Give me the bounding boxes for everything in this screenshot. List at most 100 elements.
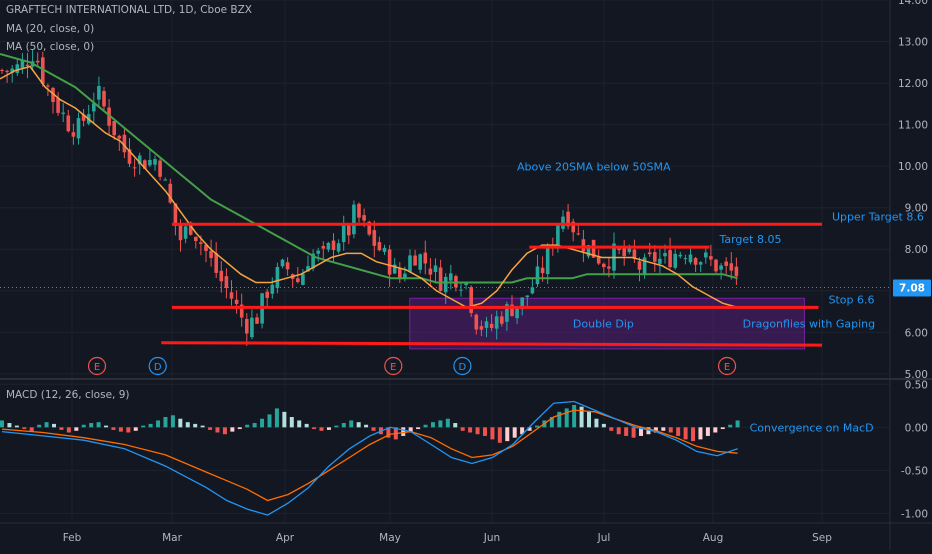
candle-body (265, 291, 269, 298)
candle-body (637, 261, 642, 270)
candle-body (229, 292, 234, 299)
macd-histogram-bar (297, 420, 302, 428)
macd-histogram-bar (505, 427, 510, 442)
candle-body (168, 183, 173, 203)
candle-body (591, 239, 596, 258)
chart-annotation: Dragonflies with Gaping (743, 317, 876, 330)
macd-histogram-bar (0, 420, 4, 428)
macd-histogram-bar (59, 427, 64, 430)
candle-body (92, 103, 96, 112)
candle-body (15, 64, 20, 73)
candle-body (56, 98, 60, 113)
candle-body (678, 254, 683, 257)
candle-body (438, 267, 443, 291)
price-level-label: Target 8.05 (718, 233, 781, 246)
candle-body (188, 222, 193, 235)
event-marker-circle (453, 356, 472, 376)
candle-body (46, 85, 50, 87)
candle-body (683, 258, 688, 260)
candle-body (362, 215, 366, 221)
candle-body (586, 245, 591, 257)
candle-body (296, 278, 300, 283)
candle-body (607, 266, 611, 269)
ma20-legend[interactable]: MA (20, close, 0) (6, 23, 95, 35)
candle-body (280, 259, 285, 267)
macd-histogram-bar (208, 427, 213, 430)
last-price-text: 7.08 (899, 282, 925, 294)
candle-body (66, 115, 71, 132)
time-axis-tick: Aug (703, 532, 724, 544)
macd-histogram-bar (713, 427, 718, 433)
macd-histogram-bar (661, 427, 666, 431)
candle-body (494, 316, 499, 329)
candle-body (372, 230, 377, 246)
candle-body (520, 297, 524, 310)
event-marker-label: D (154, 362, 162, 373)
macd-histogram-bar (631, 427, 636, 438)
event-marker-label: E (724, 362, 730, 373)
candle-body (25, 64, 30, 67)
candle-body (556, 224, 560, 248)
candle-body (535, 266, 540, 285)
ma20-line (0, 65, 738, 309)
candle-body (530, 287, 535, 294)
macd-histogram-bar (564, 408, 569, 428)
event-marker-label: E (94, 362, 100, 373)
candle-body (321, 246, 326, 249)
candle-body (464, 283, 468, 286)
candle-body (199, 242, 203, 244)
macd-histogram-bar (156, 420, 161, 428)
macd-histogram-bar (579, 406, 584, 428)
candle-body (51, 87, 55, 103)
candle-body (449, 273, 453, 281)
time-axis-tick: May (379, 532, 401, 544)
event-marker-circle (148, 356, 167, 376)
macd-legend[interactable]: MACD (12, 26, close, 9) (6, 389, 130, 401)
macd-histogram-bar (312, 427, 317, 430)
macd-histogram-bar (430, 422, 435, 428)
candle-body (250, 317, 254, 338)
candle-body (97, 86, 101, 100)
price-level-label: Upper Target 8.6 (832, 210, 924, 223)
candles-group (0, 49, 739, 346)
candle-body (76, 118, 81, 139)
price-axis-tick: 11.00 (898, 120, 928, 132)
candle-body (617, 248, 621, 251)
macd-histogram-bar (401, 427, 406, 436)
macd-histogram-bar (22, 427, 27, 430)
candle-body (163, 179, 167, 181)
macd-histogram-bar (557, 411, 562, 428)
candle-body (673, 253, 677, 268)
time-axis-tick: Jun (483, 532, 500, 544)
candle-body (352, 204, 356, 235)
candle-body (71, 132, 76, 137)
candle-body (387, 249, 392, 275)
candle-body (306, 266, 310, 272)
candle-body (102, 90, 106, 107)
event-marker-circle (87, 356, 107, 376)
candle-body (301, 273, 305, 285)
macd-histogram-bar (438, 420, 443, 428)
time-axis-tick: Jul (597, 532, 611, 544)
macd-histogram-bar (468, 427, 473, 433)
macd-histogram-bar (289, 417, 294, 428)
candle-body (423, 252, 428, 264)
candle-body (500, 316, 504, 324)
time-axis-tick: Apr (276, 532, 295, 544)
price-axis-tick: 9.00 (905, 203, 928, 215)
ma50-legend[interactable]: MA (50, close, 0) (6, 41, 95, 53)
macd-histogram-bar (490, 427, 495, 440)
symbol-legend[interactable]: GRAFTECH INTERNATIONAL LTD, 1D, Cboe BZX (6, 4, 253, 16)
candle-body (505, 304, 509, 322)
macd-histogram-bar (364, 424, 369, 428)
macd-histogram-bar (319, 427, 324, 431)
macd-histogram-bar (386, 427, 391, 438)
macd-histogram-bar (572, 404, 577, 428)
macd-histogram-bar (534, 425, 539, 428)
price-level-label: Stop 6.6 (828, 293, 874, 306)
macd-histogram-bar (260, 418, 265, 428)
macd-histogram-bar (705, 427, 710, 436)
